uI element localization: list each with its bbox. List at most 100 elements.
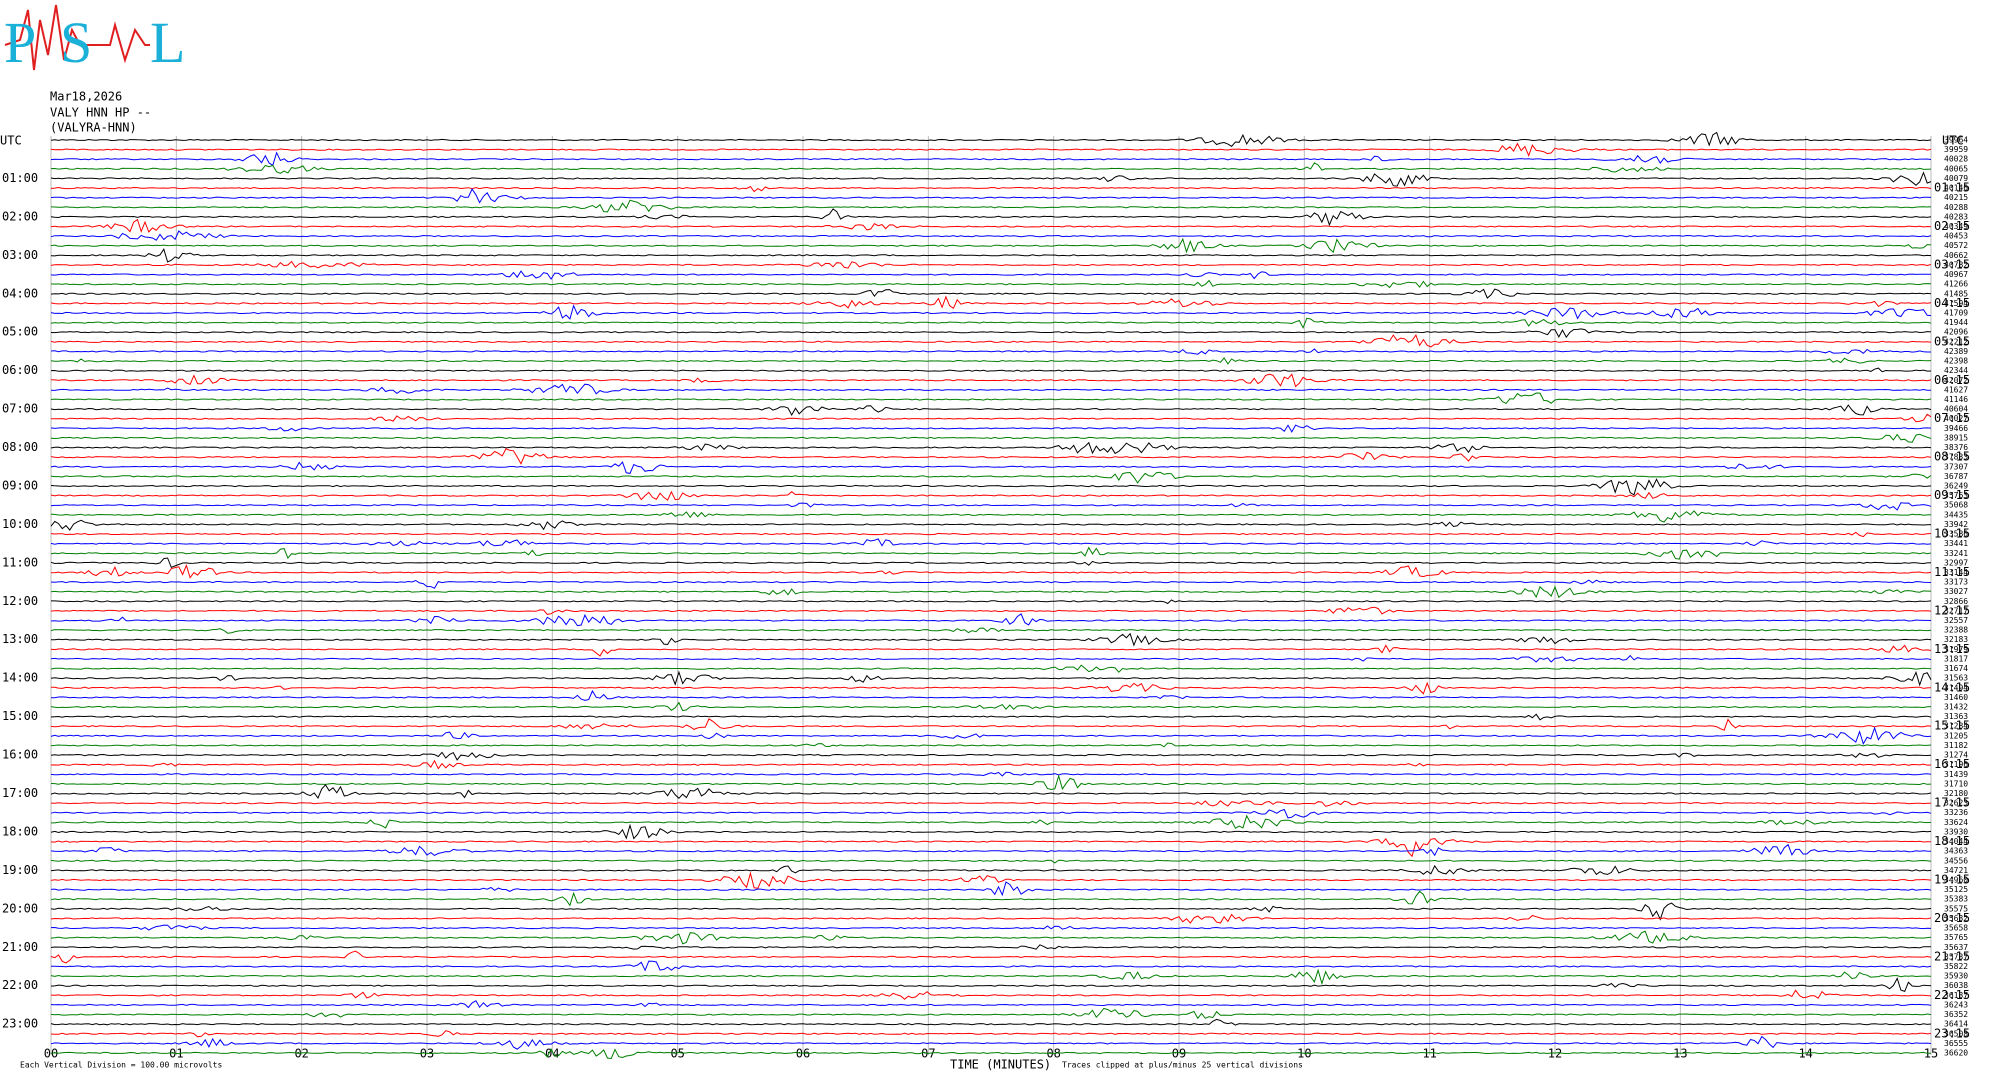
right-time-label: 23:15 — [1934, 1026, 1970, 1040]
trace-count: 36352 — [1944, 1010, 1968, 1019]
trace — [50, 471, 1932, 484]
trace-count: 32997 — [1944, 558, 1968, 567]
trace — [50, 564, 1932, 579]
trace — [50, 859, 1932, 864]
trace — [50, 208, 1932, 227]
left-time-label: 10:00 — [2, 517, 38, 531]
x-tick-label: 02 — [294, 1047, 308, 1061]
trace-count: 31460 — [1944, 693, 1968, 702]
scale-note: Each Vertical Division = 100.00 microvol… — [20, 1061, 222, 1070]
trace-count: 42344 — [1944, 366, 1968, 375]
trace-count: 37833 — [1944, 453, 1968, 462]
clip-note: Traces clipped at plus/minus 25 vertical… — [1062, 1061, 1303, 1070]
x-tick-label: 14 — [1798, 1047, 1812, 1061]
trace — [50, 260, 1932, 269]
trace-count: 41146 — [1944, 395, 1968, 404]
date: Mar18,2026 — [50, 90, 122, 104]
trace — [50, 218, 1932, 233]
trace-count: 40065 — [1944, 164, 1968, 173]
left-time-label: 04:00 — [2, 286, 38, 300]
trace — [50, 823, 1932, 840]
trace-count: 35765 — [1944, 933, 1968, 942]
trace-count: 39964 — [1944, 136, 1968, 145]
logo-letter: P — [4, 10, 36, 75]
trace-count: 32557 — [1944, 616, 1968, 625]
right-time-label: 21:15 — [1934, 949, 1970, 963]
trace-count: 40215 — [1944, 193, 1968, 202]
trace-count: 39466 — [1944, 424, 1968, 433]
trace-count: 41485 — [1944, 289, 1968, 298]
trace — [50, 131, 1932, 147]
trace-count: 36414 — [1944, 1020, 1968, 1029]
right-time-label: 22:15 — [1934, 988, 1970, 1002]
trace-count: 41266 — [1944, 280, 1968, 289]
trace-count: 35737 — [1944, 952, 1968, 961]
left-time-label: 05:00 — [2, 325, 38, 339]
trace — [50, 783, 1932, 800]
trace — [50, 490, 1932, 501]
x-tick-label: 04 — [545, 1047, 559, 1061]
trace-count: 39959 — [1944, 145, 1968, 154]
trace — [51, 599, 1932, 605]
trace-count: 31979 — [1944, 645, 1968, 654]
trace — [50, 1018, 1932, 1026]
right-time-label: 09:15 — [1934, 488, 1970, 502]
trace-count: 40288 — [1944, 203, 1968, 212]
trace — [50, 546, 1932, 560]
trace — [50, 632, 1932, 647]
left-time-label: 06:00 — [2, 363, 38, 377]
left-time-label: 19:00 — [2, 863, 38, 877]
station: VALY HNN HP -- — [50, 106, 151, 120]
trace-count: 33624 — [1944, 818, 1968, 827]
trace — [50, 478, 1932, 496]
trace — [50, 288, 1932, 299]
trace — [50, 248, 1932, 263]
trace-count: 34556 — [1944, 856, 1968, 865]
trace — [50, 726, 1932, 746]
trace — [50, 950, 1932, 964]
trace — [50, 413, 1932, 423]
trace-count: 31494 — [1944, 683, 1968, 692]
x-tick-label: 09 — [1172, 1047, 1186, 1061]
trace-count: 42212 — [1944, 337, 1968, 346]
trace-count: 40662 — [1944, 251, 1968, 260]
left-time-label: 22:00 — [2, 978, 38, 992]
trace-count: 41594 — [1944, 299, 1968, 308]
trace-count: 40349 — [1944, 222, 1968, 231]
trace — [50, 230, 1932, 241]
trace — [50, 304, 1932, 320]
trace — [51, 689, 1932, 701]
trace — [50, 383, 1932, 395]
traces — [50, 131, 1932, 1060]
trace — [50, 627, 1932, 634]
trace-count: 33586 — [1944, 530, 1968, 539]
trace — [50, 960, 1932, 972]
trace — [50, 977, 1932, 993]
trace — [50, 890, 1932, 907]
right-time-label: 15:15 — [1934, 719, 1970, 733]
right-time-label: 03:15 — [1934, 257, 1970, 271]
trace — [50, 348, 1931, 355]
trace-count: 31284 — [1944, 722, 1968, 731]
trace-count: 34960 — [1944, 876, 1968, 885]
left-time-label: 18:00 — [2, 824, 38, 838]
trace — [50, 808, 1932, 819]
trace — [50, 1047, 1932, 1060]
trace — [50, 531, 1932, 538]
trace — [50, 751, 1932, 761]
trace — [50, 837, 1931, 858]
left-axis-title: UTC — [0, 134, 22, 148]
trace-count: 31563 — [1944, 674, 1968, 683]
trace-count: 42398 — [1944, 357, 1968, 366]
trace-count: 40453 — [1944, 232, 1968, 241]
trace-count: 42072 — [1944, 376, 1968, 385]
left-time-label: 23:00 — [2, 1017, 38, 1031]
trace-count: 33241 — [1944, 549, 1968, 558]
trace-count: 31196 — [1944, 760, 1968, 769]
trace — [50, 664, 1932, 673]
trace — [50, 681, 1932, 695]
trace — [50, 718, 1932, 731]
right-time-label: 16:15 — [1934, 757, 1970, 771]
trace-count: 36243 — [1944, 1000, 1968, 1009]
